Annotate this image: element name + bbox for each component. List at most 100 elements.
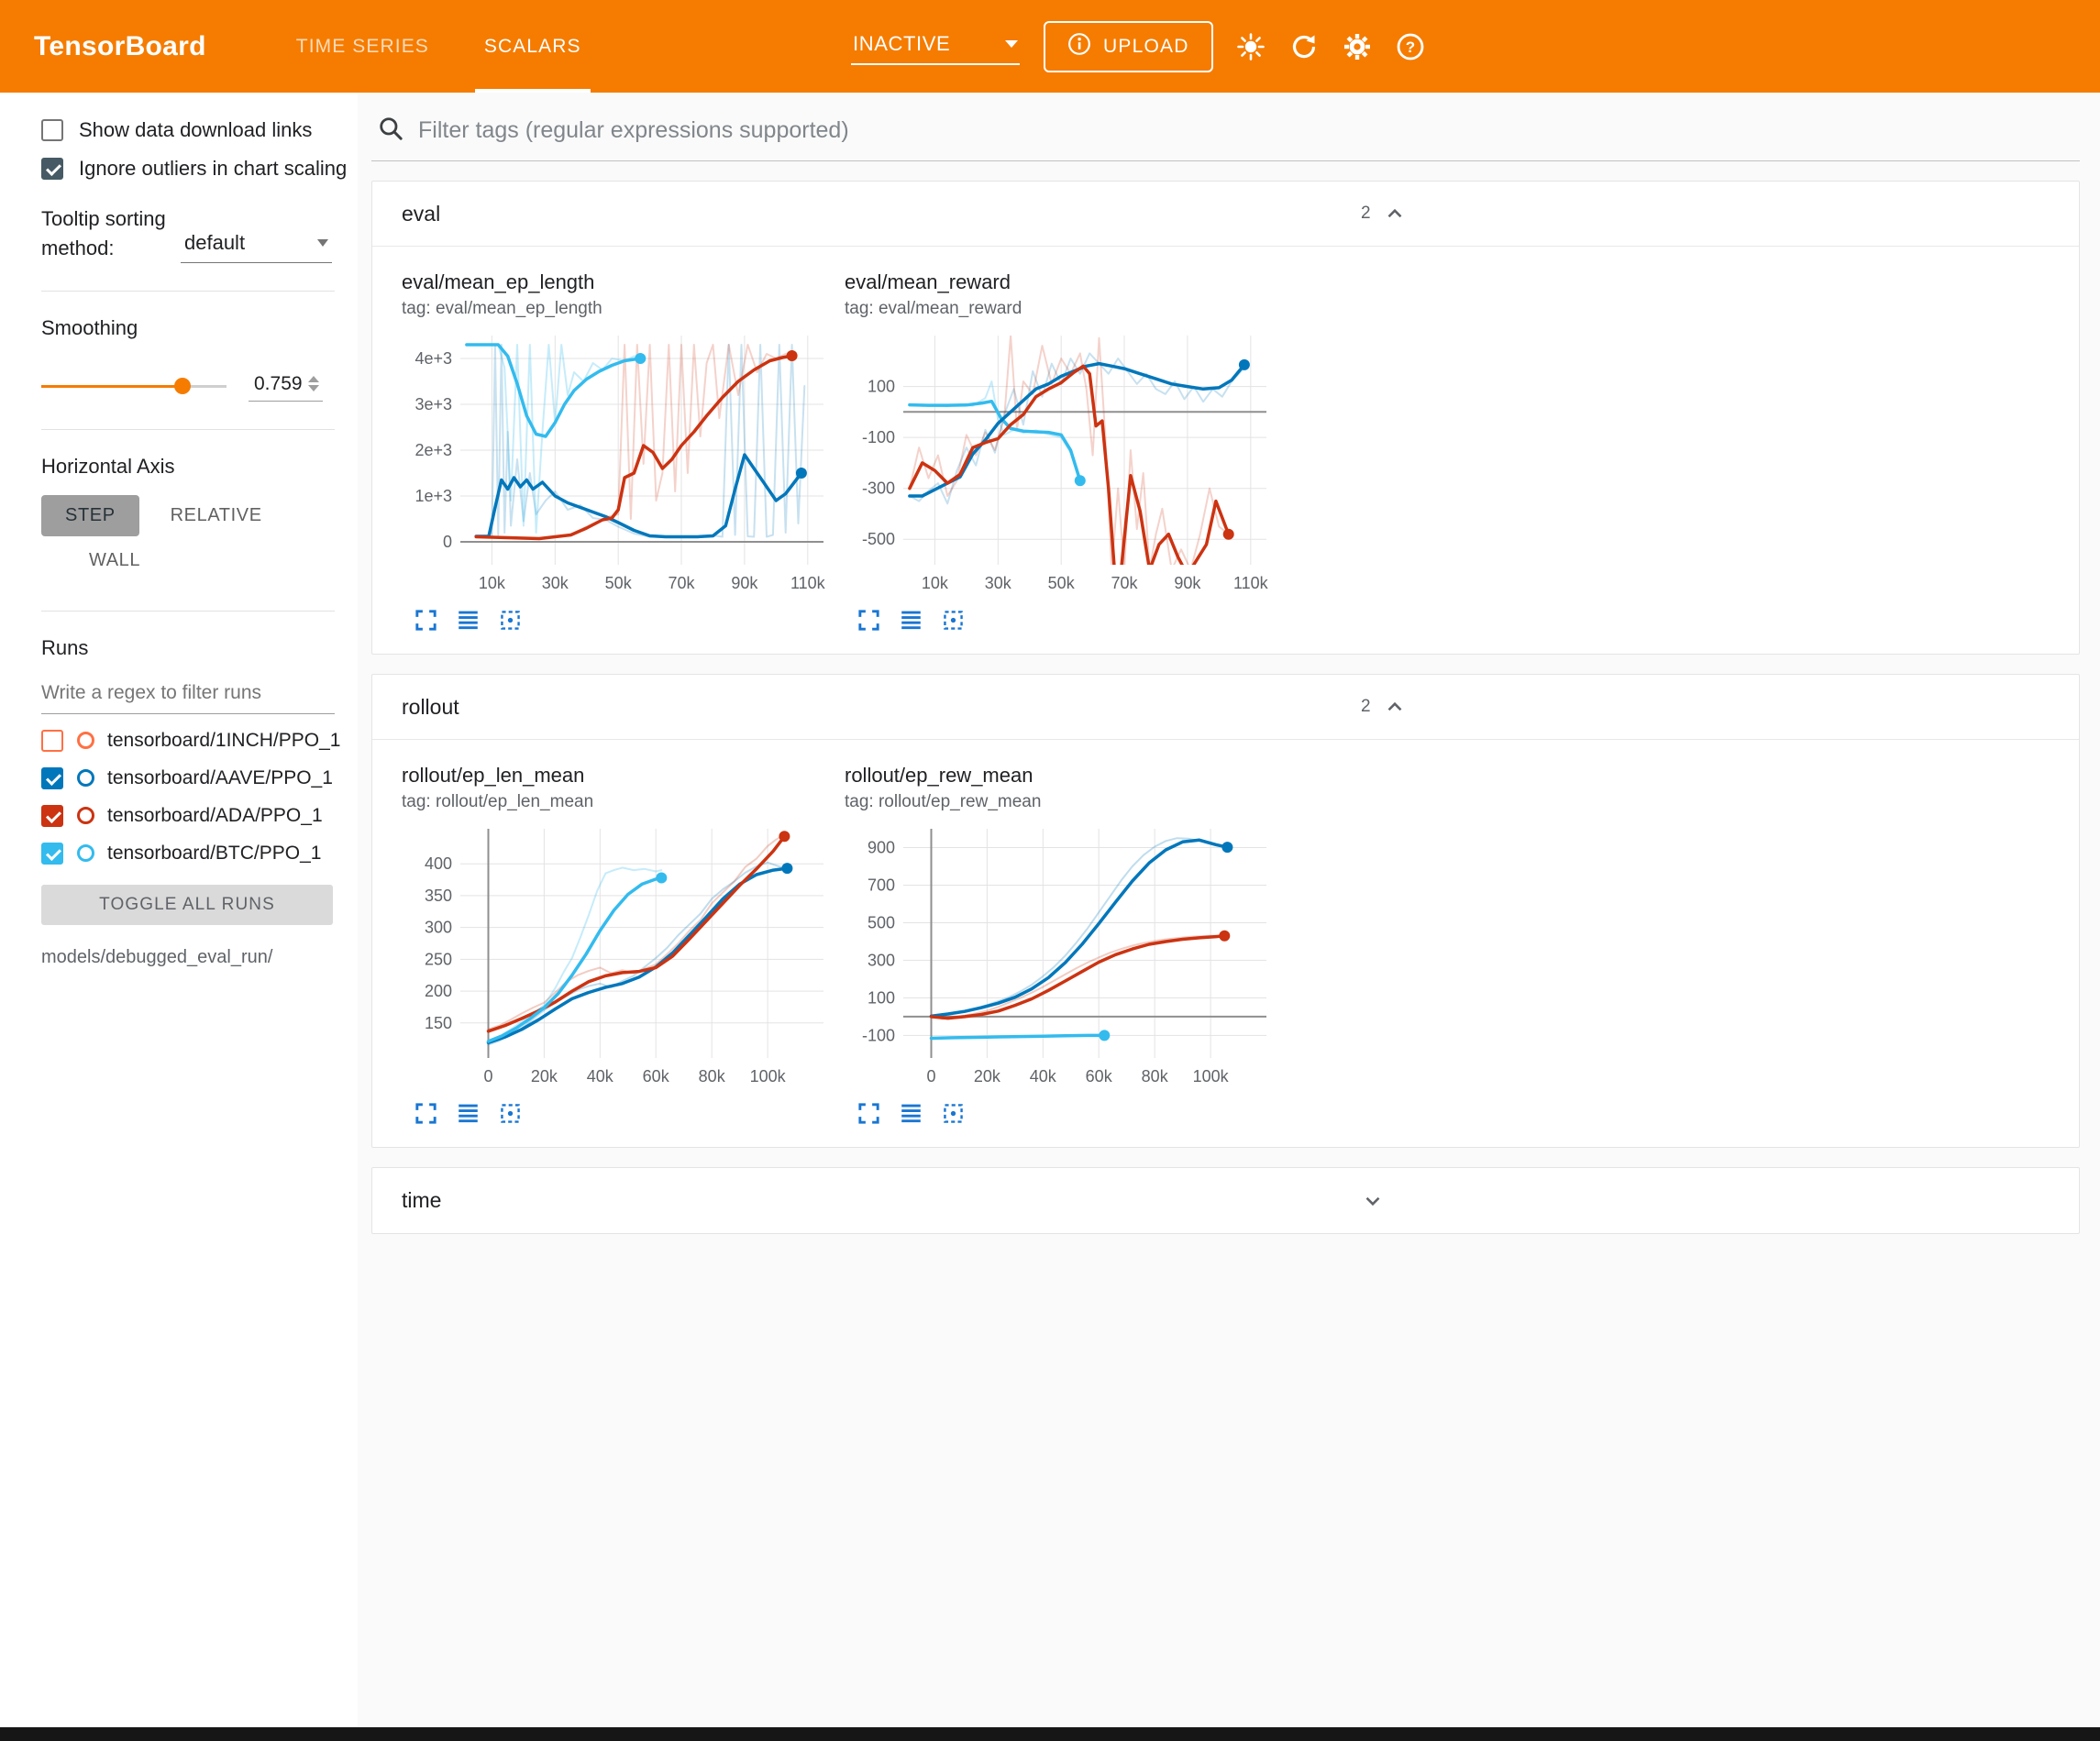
inactive-dropdown[interactable]: INACTIVE xyxy=(851,28,1020,65)
svg-text:3e+3: 3e+3 xyxy=(414,395,452,413)
svg-text:70k: 70k xyxy=(1111,574,1138,592)
panel-title: time xyxy=(402,1188,442,1212)
chart-tag: tag: eval/mean_reward xyxy=(845,299,1022,318)
fit-domain-button[interactable] xyxy=(497,1100,524,1127)
settings-button[interactable] xyxy=(1342,31,1373,62)
brightness-toggle-button[interactable] xyxy=(1235,31,1266,62)
fullscreen-button[interactable] xyxy=(856,607,882,634)
eval-charts-row: eval/mean_ep_length tag: eval/mean_ep_le… xyxy=(372,247,2079,654)
axis-wall-button[interactable]: WALL xyxy=(89,549,141,570)
data-table-button[interactable] xyxy=(898,1100,924,1127)
svg-text:300: 300 xyxy=(868,951,895,969)
horizontal-scrollbar[interactable] xyxy=(0,1727,2100,1741)
checkbox-label: Show data download links xyxy=(79,118,313,141)
axis-relative-button[interactable]: RELATIVE xyxy=(170,504,262,525)
svg-text:100k: 100k xyxy=(1193,1067,1230,1085)
refresh-button[interactable] xyxy=(1288,31,1320,62)
smoothing-value-input[interactable]: 0.759 xyxy=(249,371,323,402)
chevron-down-icon[interactable] xyxy=(1361,1189,1385,1213)
upload-button-label: UPLOAD xyxy=(1103,35,1189,57)
data-table-button[interactable] xyxy=(898,607,924,634)
header-actions: INACTIVE UPLOAD ? xyxy=(851,0,1426,93)
increment-icon[interactable] xyxy=(307,376,319,383)
tooltip-sorting-block: Tooltip sorting method: default xyxy=(41,204,358,263)
chart-toolbar xyxy=(413,607,845,634)
run-label: tensorboard/AAVE/PPO_1 xyxy=(107,766,333,788)
run-checkbox[interactable] xyxy=(41,842,63,865)
checkbox-label: Ignore outliers in chart scaling xyxy=(79,157,348,180)
panel-rollout-header[interactable]: rollout 2 xyxy=(372,675,2079,740)
run-checkbox[interactable] xyxy=(41,766,63,789)
svg-text:?: ? xyxy=(1405,39,1414,56)
svg-text:1e+3: 1e+3 xyxy=(414,487,452,505)
fullscreen-button[interactable] xyxy=(856,1100,882,1127)
tab-time-series[interactable]: TIME SERIES xyxy=(269,0,457,93)
chart-card: rollout/ep_len_mean tag: rollout/ep_len_… xyxy=(402,764,845,1127)
upload-button[interactable]: UPLOAD xyxy=(1044,20,1213,72)
toggle-all-runs-button[interactable]: TOGGLE ALL RUNS xyxy=(41,884,333,925)
show-download-links-row[interactable]: Show data download links xyxy=(41,118,358,142)
line-chart[interactable]: 10k 30k 50k 70k 90k 110k 0 1e+3 2e+3 3e+3 4e+3 xyxy=(402,328,833,596)
tooltip-sorting-select[interactable]: default xyxy=(181,227,332,263)
svg-text:150: 150 xyxy=(425,1014,452,1032)
chart-card: eval/mean_reward tag: eval/mean_reward 1… xyxy=(845,270,1288,634)
chart-card: rollout/ep_rew_mean tag: rollout/ep_rew_… xyxy=(845,764,1288,1127)
chevron-up-icon[interactable] xyxy=(1383,202,1407,226)
ignore-outliers-row[interactable]: Ignore outliers in chart scaling xyxy=(41,157,358,181)
fullscreen-button[interactable] xyxy=(413,1100,439,1127)
smoothing-slider[interactable] xyxy=(41,377,227,394)
run-checkbox[interactable] xyxy=(41,729,63,752)
svg-text:20k: 20k xyxy=(531,1067,558,1085)
svg-text:90k: 90k xyxy=(1174,574,1201,592)
runs-filter-input[interactable] xyxy=(41,676,335,714)
panel-eval-header[interactable]: eval 2 xyxy=(372,182,2079,247)
chevron-up-icon[interactable] xyxy=(1383,695,1407,719)
app-header: TensorBoard TIME SERIES SCALARS INACTIVE… xyxy=(0,0,2100,93)
slider-fill xyxy=(41,384,182,388)
fit-domain-button[interactable] xyxy=(940,1100,967,1127)
tooltip-sorting-label: Tooltip sorting method: xyxy=(41,207,166,259)
fullscreen-button[interactable] xyxy=(413,607,439,634)
smoothing-control: 0.759 xyxy=(41,371,358,402)
decrement-icon[interactable] xyxy=(307,385,319,392)
data-table-button[interactable] xyxy=(455,607,481,634)
sun-icon xyxy=(1236,32,1265,61)
show-download-links-checkbox[interactable] xyxy=(41,119,63,141)
run-checkbox[interactable] xyxy=(41,804,63,827)
smoothing-value: 0.759 xyxy=(254,372,303,394)
fit-domain-button[interactable] xyxy=(497,607,524,634)
line-chart[interactable]: 0 20k 40k 60k 80k 100k 150 200 250 300 350 400 xyxy=(402,821,833,1089)
panel-time-header[interactable]: time xyxy=(372,1168,2079,1233)
help-icon: ? xyxy=(1397,33,1423,60)
svg-text:900: 900 xyxy=(868,839,895,857)
tab-label: TIME SERIES xyxy=(295,35,429,57)
help-button[interactable]: ? xyxy=(1395,31,1426,62)
svg-text:0: 0 xyxy=(443,533,452,551)
run-row-ada[interactable]: tensorboard/ADA/PPO_1 xyxy=(41,804,358,827)
panel-chart-count: 2 xyxy=(1361,204,1371,223)
filter-tags-input[interactable] xyxy=(418,117,2080,144)
horizontal-axis-label: Horizontal Axis xyxy=(41,454,175,478)
line-chart[interactable]: 0 20k 40k 60k 80k 100k -100 100 300 500 700 900 xyxy=(845,821,1276,1089)
axis-step-button[interactable]: STEP xyxy=(41,494,139,536)
run-row-btc[interactable]: tensorboard/BTC/PPO_1 xyxy=(41,842,358,865)
ignore-outliers-checkbox[interactable] xyxy=(41,158,63,180)
svg-text:40k: 40k xyxy=(587,1067,614,1085)
svg-text:100: 100 xyxy=(868,378,895,396)
data-table-button[interactable] xyxy=(455,1100,481,1127)
stepper-arrows[interactable] xyxy=(307,376,319,392)
smoothing-label: Smoothing xyxy=(41,315,138,339)
chart-title: rollout/ep_len_mean xyxy=(402,764,585,787)
smoothing-slider-handle[interactable] xyxy=(173,377,191,394)
line-chart[interactable]: 10k 30k 50k 70k 90k 110k 100 -100 -300 -500 xyxy=(845,328,1276,596)
fit-domain-button[interactable] xyxy=(940,607,967,634)
svg-text:2e+3: 2e+3 xyxy=(414,441,452,459)
run-row-aave[interactable]: tensorboard/AAVE/PPO_1 xyxy=(41,766,358,789)
svg-text:40k: 40k xyxy=(1030,1067,1057,1085)
chevron-down-icon xyxy=(317,238,328,247)
tab-scalars[interactable]: SCALARS xyxy=(457,0,609,93)
svg-text:4e+3: 4e+3 xyxy=(414,349,452,368)
svg-text:60k: 60k xyxy=(643,1067,670,1085)
svg-text:10k: 10k xyxy=(479,574,506,592)
run-row-1inch[interactable]: tensorboard/1INCH/PPO_1 xyxy=(41,729,358,752)
